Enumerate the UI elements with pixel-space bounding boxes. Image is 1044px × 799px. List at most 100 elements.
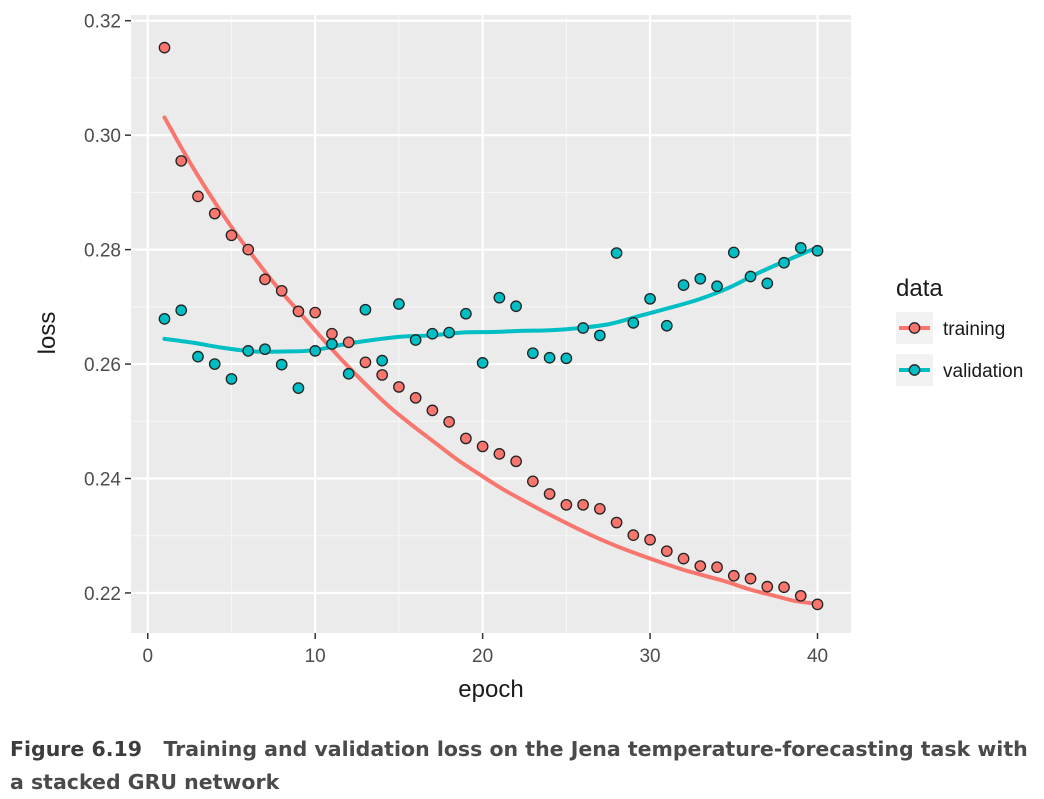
point-training xyxy=(443,415,455,428)
legend: data training validation xyxy=(896,275,1023,386)
y-tick-labels: 0.22 0.24 0.26 0.28 0.30 0.32 xyxy=(84,12,121,605)
point-validation xyxy=(359,303,372,316)
point-validation xyxy=(275,358,288,371)
point-validation xyxy=(811,244,824,257)
minor-gridlines xyxy=(131,15,851,633)
x-tick-label: 10 xyxy=(305,646,326,667)
point-validation xyxy=(778,256,790,269)
point-training xyxy=(577,498,589,511)
y-tick-label: 0.22 xyxy=(84,584,121,605)
point-training xyxy=(309,306,322,319)
point-validation xyxy=(711,280,723,293)
y-axis-title: loss xyxy=(34,312,61,355)
point-validation xyxy=(476,357,489,369)
point-validation xyxy=(560,352,573,365)
point-training xyxy=(794,589,807,602)
point-training xyxy=(744,572,757,585)
point-validation xyxy=(426,327,439,340)
point-validation xyxy=(694,272,707,285)
point-training xyxy=(727,569,740,582)
point-validation xyxy=(259,343,271,356)
point-validation xyxy=(175,304,188,317)
point-training xyxy=(510,455,522,468)
point-training xyxy=(359,356,372,369)
point-validation xyxy=(376,354,389,367)
point-training xyxy=(376,369,389,381)
point-training xyxy=(761,580,774,593)
point-validation xyxy=(610,247,623,259)
point-validation xyxy=(493,291,506,304)
plot-panel xyxy=(131,15,851,633)
point-validation xyxy=(192,350,204,363)
figure-caption: Figure 6.19 Training and validation loss… xyxy=(10,733,1035,799)
figure-number: Figure 6.19 xyxy=(10,737,143,761)
point-training xyxy=(393,381,405,393)
legend-label-training: training xyxy=(943,319,1005,340)
point-validation xyxy=(393,298,405,310)
point-training xyxy=(811,598,824,611)
point-validation xyxy=(342,367,355,380)
point-validation xyxy=(443,326,455,339)
point-training xyxy=(292,305,305,318)
point-training xyxy=(778,581,790,594)
point-training xyxy=(476,440,489,453)
legend-key-point-training xyxy=(908,322,921,334)
x-tick-label: 40 xyxy=(807,646,828,667)
point-validation xyxy=(794,242,807,254)
point-training xyxy=(225,229,238,242)
y-tick-label: 0.24 xyxy=(84,470,121,491)
point-validation xyxy=(543,351,556,364)
point-validation xyxy=(460,307,472,320)
smooth-lines xyxy=(162,115,820,606)
point-training xyxy=(593,502,606,515)
point-validation xyxy=(627,317,640,329)
point-validation xyxy=(309,345,322,357)
point-training xyxy=(694,560,707,572)
point-training xyxy=(275,284,288,297)
legend-key-point-validation xyxy=(908,364,921,376)
caption-text: Training and validation loss on the Jena… xyxy=(10,737,1028,794)
point-validation xyxy=(409,334,422,346)
point-validation xyxy=(727,246,740,259)
point-training xyxy=(242,243,255,256)
smooth-line-training xyxy=(162,115,820,606)
point-validation xyxy=(527,347,539,360)
point-validation xyxy=(510,300,522,313)
loss-chart: 0 10 20 30 40 0.22 0.24 0.26 0.28 0.30 0.32 epoch… xyxy=(34,12,1023,703)
point-training xyxy=(677,552,690,565)
point-validation xyxy=(577,322,589,334)
point-training xyxy=(342,336,355,349)
point-training xyxy=(426,404,439,417)
data-points xyxy=(158,41,824,611)
point-training xyxy=(644,533,656,546)
point-training xyxy=(192,190,204,203)
point-training xyxy=(610,516,623,529)
point-training xyxy=(259,273,271,286)
point-training xyxy=(175,155,188,167)
point-training xyxy=(460,432,472,445)
smooth-line-validation xyxy=(162,245,820,354)
point-validation xyxy=(225,373,238,385)
x-tick-label: 30 xyxy=(639,646,660,667)
point-validation xyxy=(744,270,757,283)
point-training xyxy=(208,207,221,220)
point-validation xyxy=(761,277,774,290)
point-validation xyxy=(644,292,656,305)
legend-title: data xyxy=(896,275,943,302)
point-validation xyxy=(677,279,690,291)
point-validation xyxy=(593,329,606,342)
axis-ticks xyxy=(125,19,819,639)
y-tick-label: 0.30 xyxy=(84,126,121,147)
point-validation xyxy=(660,319,673,332)
point-training xyxy=(711,561,723,574)
point-training xyxy=(560,498,573,511)
point-training xyxy=(660,545,673,558)
point-training xyxy=(627,529,640,542)
legend-label-validation: validation xyxy=(943,361,1023,382)
x-tick-label: 0 xyxy=(142,646,153,667)
x-tick-label: 20 xyxy=(472,646,493,667)
legend-keys: training validation xyxy=(896,312,1023,386)
point-training xyxy=(326,327,338,340)
point-validation xyxy=(242,345,255,357)
y-tick-label: 0.26 xyxy=(84,355,121,376)
